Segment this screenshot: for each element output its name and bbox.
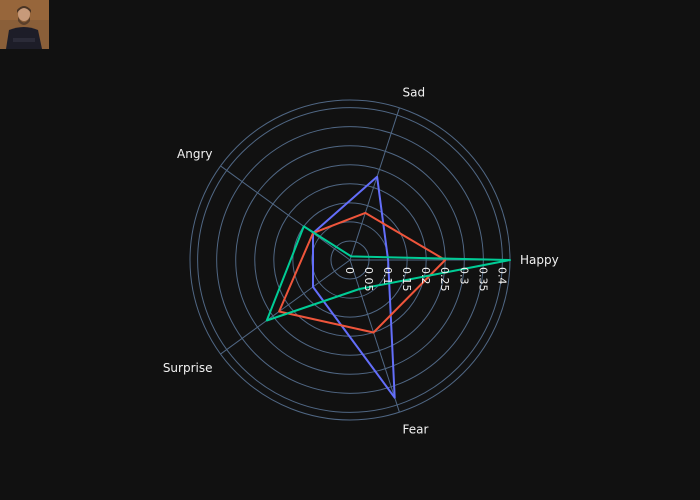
radial-tick-label: 0.4 [495,267,508,285]
series-line-3 [265,225,511,322]
axis-label-fear: Fear [403,423,429,437]
radial-tick-label: 0.3 [457,267,470,285]
spoke-sad [349,107,400,261]
series-line-1 [312,175,396,399]
axis-label-sad: Sad [403,85,426,99]
angular-axis-labels: Happy Sad Angry Surprise Fear [163,85,559,436]
radar-grid [189,99,511,421]
radar-spokes [220,107,510,413]
radar-series [265,175,511,399]
radial-tick-label: 0.2 [419,267,432,285]
spoke-surprise [220,259,351,355]
axis-label-angry: Angry [177,147,212,161]
radial-tick-label: 0.1 [381,267,394,285]
radial-tick-label: 0.25 [438,267,451,292]
axis-label-surprise: Surprise [163,361,213,375]
spoke-fear [349,259,400,413]
series-line-2 [278,211,447,334]
axis-label-happy: Happy [520,253,559,267]
radial-tick-label: 0.15 [400,267,413,292]
radial-tick-label: 0 [343,267,356,274]
portrait-photo-icon [0,0,49,49]
radial-tick-labels: 0 0.05 0.1 0.15 0.2 0.25 0.3 0.35 0.4 [343,267,508,292]
radial-tick-label: 0.35 [476,267,489,292]
spoke-angry [220,165,351,261]
radial-tick-label: 0.05 [362,267,375,292]
